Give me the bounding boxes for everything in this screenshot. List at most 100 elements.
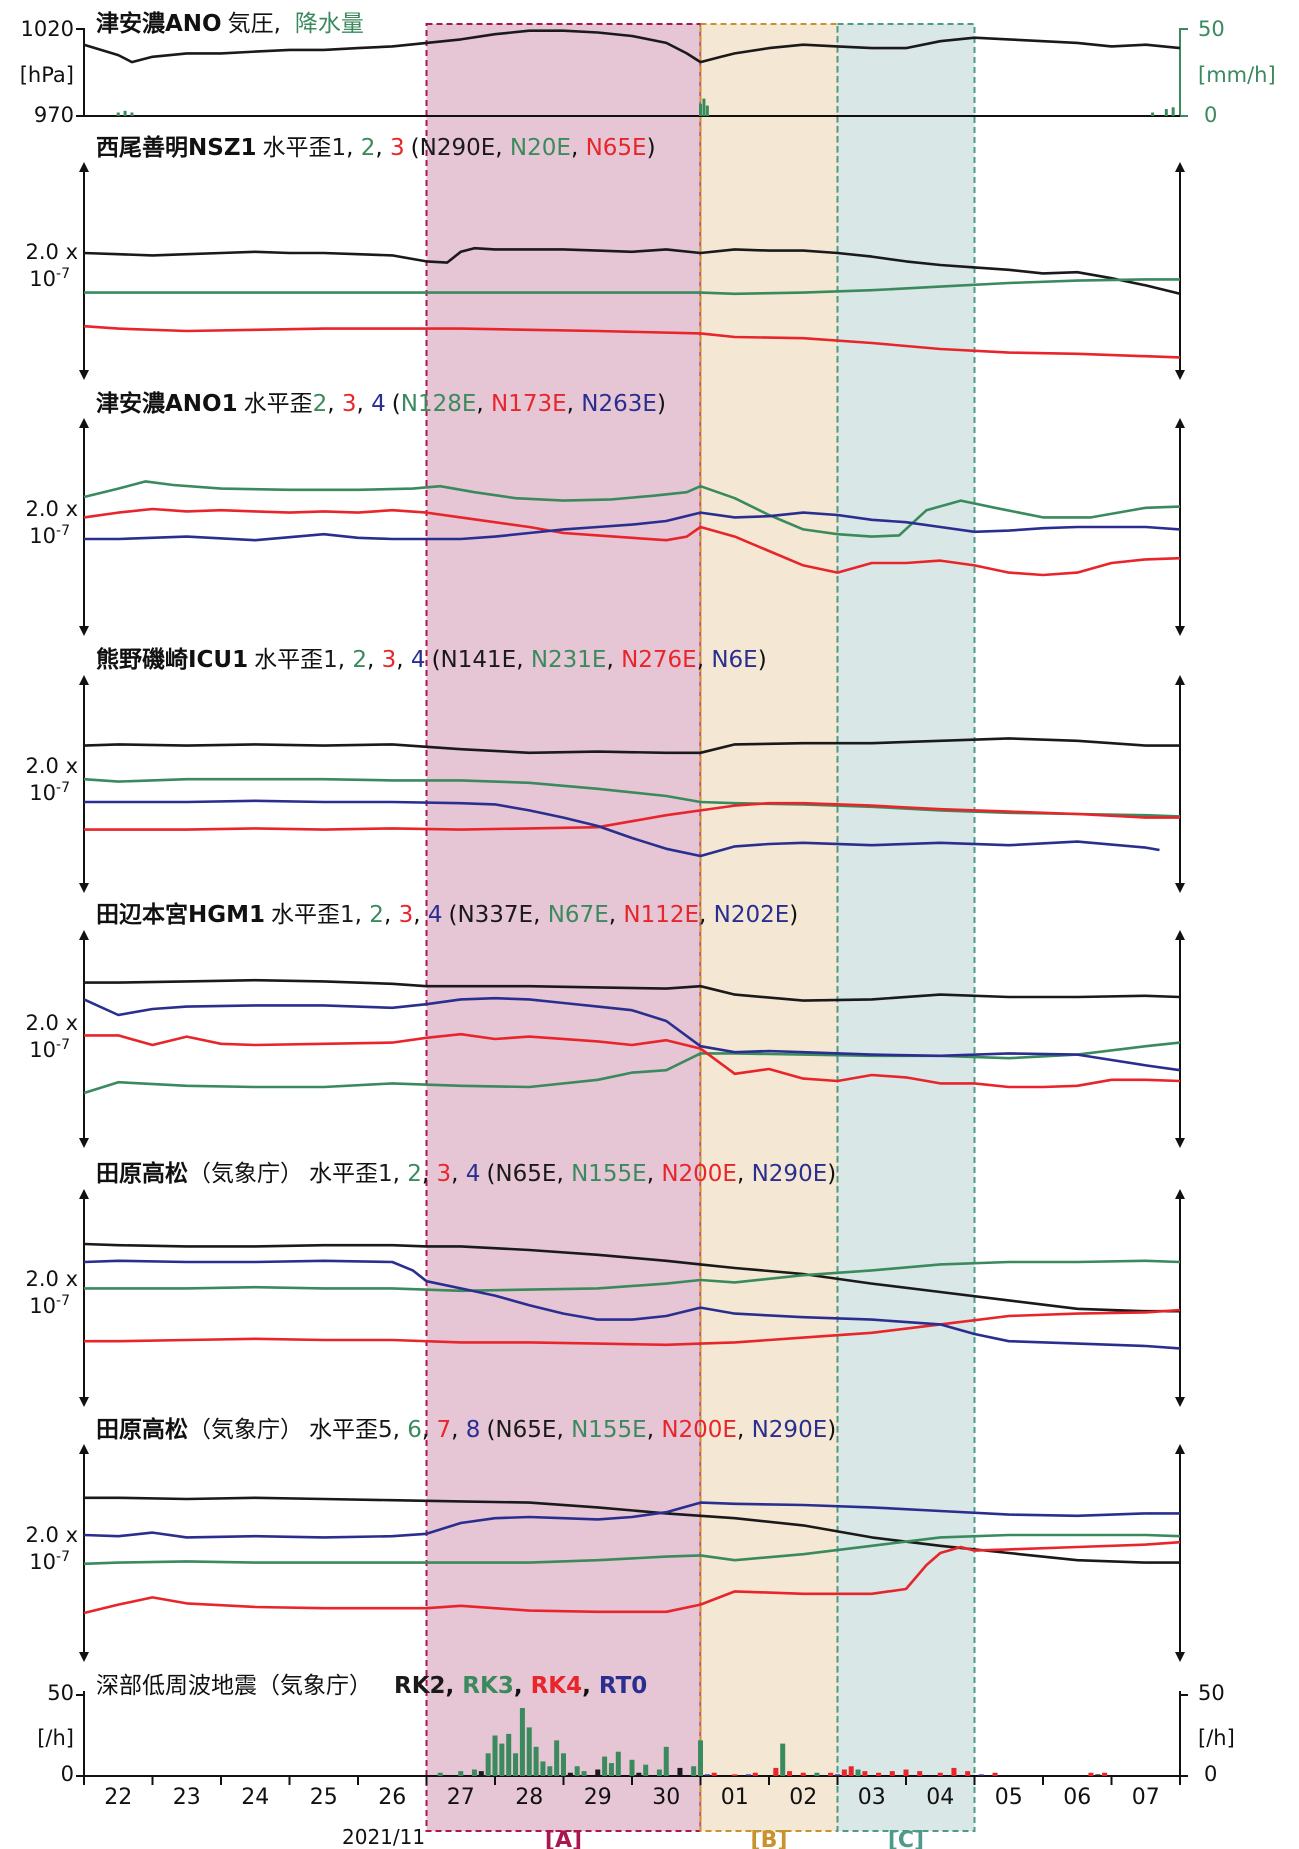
tahara1-left-axis-arrow-up xyxy=(79,1189,89,1199)
icu1-strain-3-line xyxy=(84,801,1180,831)
icu1-right-axis-arrow-up xyxy=(1175,675,1185,685)
lfe-bar-rk4 xyxy=(917,1771,923,1776)
lfe-bar-rk4 xyxy=(787,1771,793,1776)
lfe-bar-rk4 xyxy=(848,1766,854,1776)
rain-bar xyxy=(702,98,706,116)
lfe-bar-rk4 xyxy=(992,1772,998,1776)
icu1-title: 熊野磯崎ICU1 水平歪1, 2, 3, 4 (N141E, N231E, N276… xyxy=(96,646,767,673)
lfe-bar-rk3 xyxy=(602,1756,608,1776)
lfe-bar-rk2 xyxy=(478,1771,484,1776)
pressure-separator: , xyxy=(274,11,281,37)
rainfall-ymin: 0 xyxy=(1204,103,1217,127)
hgm1-station: 田辺本宮HGM1 xyxy=(96,901,265,928)
x-tick-label: 06 xyxy=(1063,1785,1091,1810)
scale-label-tahara1: 2.0 x 10-7 xyxy=(26,1267,79,1318)
tahara1-strain-3-line xyxy=(84,1308,1181,1347)
lfe-bar-rk3 xyxy=(437,1772,443,1776)
svg-text:2.0 x: 2.0 x xyxy=(26,1267,79,1291)
period-highlights: [A] [B] [C] xyxy=(425,23,976,1849)
ano1-left-axis-arrow-down xyxy=(79,626,89,636)
x-tick-label: 04 xyxy=(926,1785,954,1810)
lfe-bar-rk4 xyxy=(800,1772,806,1776)
tahara1-right-axis-arrow-up xyxy=(1175,1189,1185,1199)
svg-text:2.0 x: 2.0 x xyxy=(26,1523,79,1547)
lfe-bar-rk4 xyxy=(903,1769,909,1776)
tahara2-title: 田原高松（気象庁） 水平歪5, 6, 7, 8 (N65E, N155E, N200… xyxy=(96,1416,836,1443)
ano1-strain-4-line xyxy=(84,511,1181,542)
scale-label-hgm1: 2.0 x 10-7 xyxy=(26,1011,79,1062)
lfe-bar-rk4 xyxy=(937,1772,943,1776)
x-tick-label: 25 xyxy=(310,1785,338,1810)
icu1-right-axis-arrow-down xyxy=(1175,883,1185,893)
period-box-a xyxy=(425,23,702,1832)
lfe-bar-rk4 xyxy=(889,1771,895,1776)
lfe-bar-rk3 xyxy=(458,1771,464,1776)
lfe-bar-rk3 xyxy=(643,1764,649,1776)
pressure-unit: [hPa] xyxy=(20,63,74,87)
x-tick-label: 28 xyxy=(515,1785,543,1810)
period-box-c xyxy=(836,23,976,1832)
lfe-bar-rk3 xyxy=(540,1761,546,1776)
lfe-bar-rk3 xyxy=(581,1771,587,1776)
lfe-bar-rk2 xyxy=(636,1772,642,1776)
nsz1-right-axis-arrow-up xyxy=(1175,162,1185,172)
rainfall-label: 降水量 xyxy=(295,11,364,37)
series-layer xyxy=(83,29,1181,1776)
tahara1-strain-4-line xyxy=(83,1259,1181,1350)
lfe-bar-rk3 xyxy=(780,1743,786,1776)
tahara1-strain-2-line xyxy=(84,1259,1181,1293)
lfe-bar-rk2 xyxy=(1095,1774,1101,1776)
pressure-ymin: 970 xyxy=(34,103,74,127)
lfe-bar-rk3 xyxy=(471,1769,477,1776)
tahara2-right-axis-arrow-up xyxy=(1175,1444,1185,1454)
x-tick-labels: 22 23 24 25 26 27 28 29 30 01 02 03 04 05 06 07 xyxy=(104,1785,1160,1810)
lfe-bar-rk3 xyxy=(656,1769,662,1776)
period-label-b: [B] xyxy=(751,1828,788,1849)
svg-text:10-7: 10-7 xyxy=(29,266,70,291)
lfe-bar-rk3 xyxy=(526,1727,532,1776)
period-label-a: [A] xyxy=(545,1828,582,1849)
lfe-bar-rk4 xyxy=(841,1769,847,1776)
tahara2-strain-6-line xyxy=(83,1533,1181,1566)
lfe-bar-rk3 xyxy=(519,1707,525,1776)
rain-bar xyxy=(123,110,127,116)
pressure-ymax: 1020 xyxy=(21,17,74,41)
x-tick-label: 27 xyxy=(447,1785,475,1810)
ano1-right-axis-arrow-up xyxy=(1175,418,1185,428)
lfe-bar-rk4 xyxy=(965,1771,971,1776)
svg-text:2.0 x: 2.0 x xyxy=(26,240,79,264)
nsz1-right-axis-arrow-down xyxy=(1175,370,1185,380)
tahara1-right-axis-arrow-down xyxy=(1175,1397,1185,1407)
lfe-bar-rk3 xyxy=(533,1746,539,1776)
lfe-bar-rk3 xyxy=(615,1751,621,1776)
lfe-bar-rk3 xyxy=(561,1753,566,1776)
tahara1-title: 田原高松（気象庁） 水平歪1, 2, 3, 4 (N65E, N155E, N200… xyxy=(96,1160,836,1187)
lfe-bar-rk4 xyxy=(732,1774,738,1776)
tahara2-left-axis-arrow-down xyxy=(79,1652,89,1662)
hgm1-left-axis-arrow-up xyxy=(79,930,89,940)
lfe-bar-rk3 xyxy=(663,1746,669,1776)
x-tick-label: 30 xyxy=(652,1785,680,1810)
x-tick-label: 05 xyxy=(995,1785,1023,1810)
nsz1-title: 西尾善明NSZ1 水平歪1, 2, 3 (N290E, N20E, N65E) xyxy=(96,134,656,161)
x-tick-label: 26 xyxy=(378,1785,406,1810)
lfe-bar-rk4 xyxy=(828,1772,834,1776)
hgm1-right-axis-arrow-down xyxy=(1175,1138,1185,1148)
lfe-bar-rk3 xyxy=(513,1753,519,1776)
tahara2-right-axis-arrow-down xyxy=(1175,1652,1185,1662)
lfe-bar-rk3 xyxy=(554,1740,560,1776)
lfe-bar-rk3 xyxy=(574,1766,580,1776)
lfe-group-rt0: RT0 xyxy=(599,1673,647,1699)
lfe-bar-rk3 xyxy=(492,1735,498,1776)
lfe-bar-rk4 xyxy=(1088,1772,1094,1776)
scale-label-nsz1: 2.0 x 10-7 xyxy=(26,240,79,291)
lfe-bar-rk4 xyxy=(752,1772,758,1776)
hgm1-strain-2-line xyxy=(83,1041,1181,1095)
nsz1-left-axis-arrow-down xyxy=(79,370,89,380)
svg-text:10-7: 10-7 xyxy=(29,1549,70,1574)
tahara1-station: 田原高松 xyxy=(96,1160,188,1187)
rainfall-unit: [mm/h] xyxy=(1198,63,1276,87)
lfe-bar-rt0 xyxy=(704,1774,710,1776)
lfe-group-rk2: RK2 xyxy=(394,1673,446,1699)
lfe-bar-rk3 xyxy=(691,1766,697,1776)
